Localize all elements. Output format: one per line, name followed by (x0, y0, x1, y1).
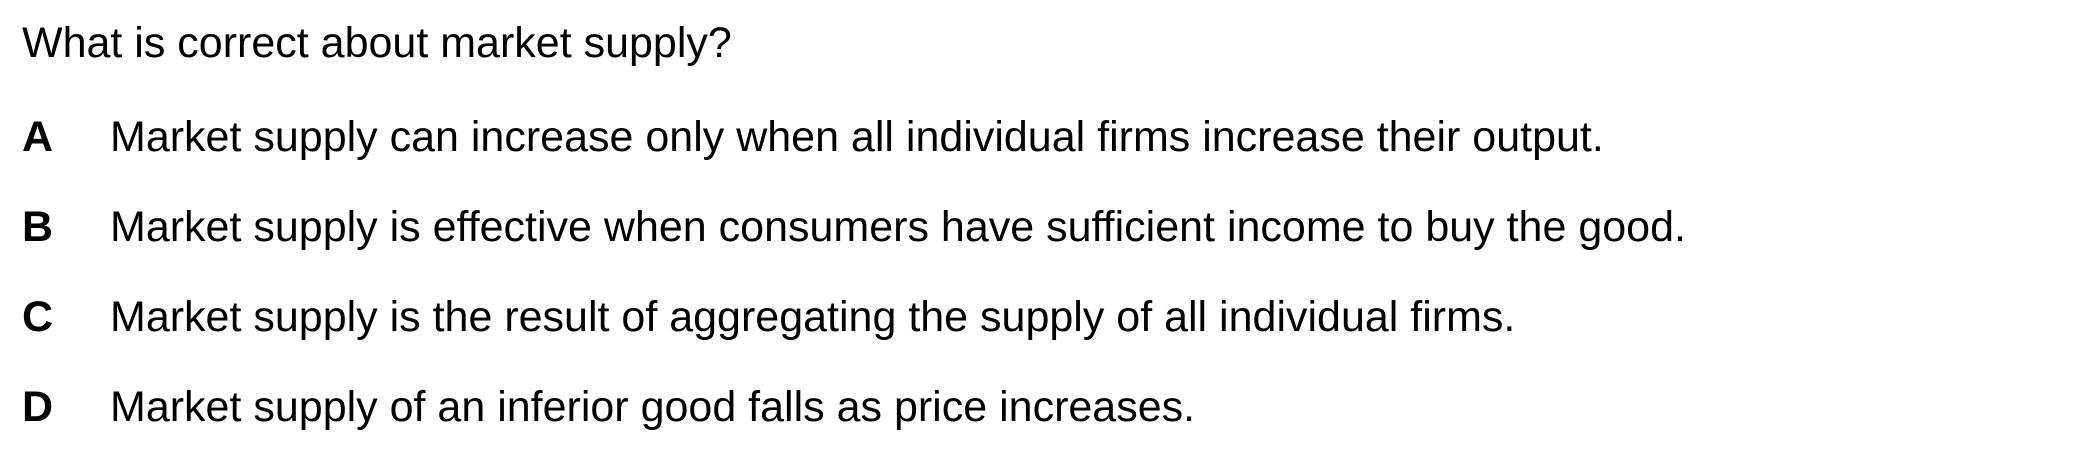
option-letter-c: C (22, 293, 54, 341)
answer-option-d[interactable]: D Market supply of an inferior good fall… (22, 382, 2082, 472)
option-text-d: Market supply of an inferior good falls … (110, 383, 1196, 431)
answer-options-list: A Market supply can increase only when a… (22, 112, 2082, 472)
option-text-c: Market supply is the result of aggregati… (110, 293, 1516, 341)
option-text-a: Market supply can increase only when all… (110, 113, 1604, 161)
option-letter-b: B (22, 203, 54, 251)
answer-option-b[interactable]: B Market supply is effective when consum… (22, 202, 2082, 292)
option-letter-d: D (22, 383, 54, 431)
option-text-b: Market supply is effective when consumer… (110, 203, 1686, 251)
question-text: What is correct about market supply? (22, 19, 732, 67)
answer-option-c[interactable]: C Market supply is the result of aggrega… (22, 292, 2082, 382)
answer-option-a[interactable]: A Market supply can increase only when a… (22, 112, 2082, 202)
option-letter-a: A (22, 113, 54, 161)
